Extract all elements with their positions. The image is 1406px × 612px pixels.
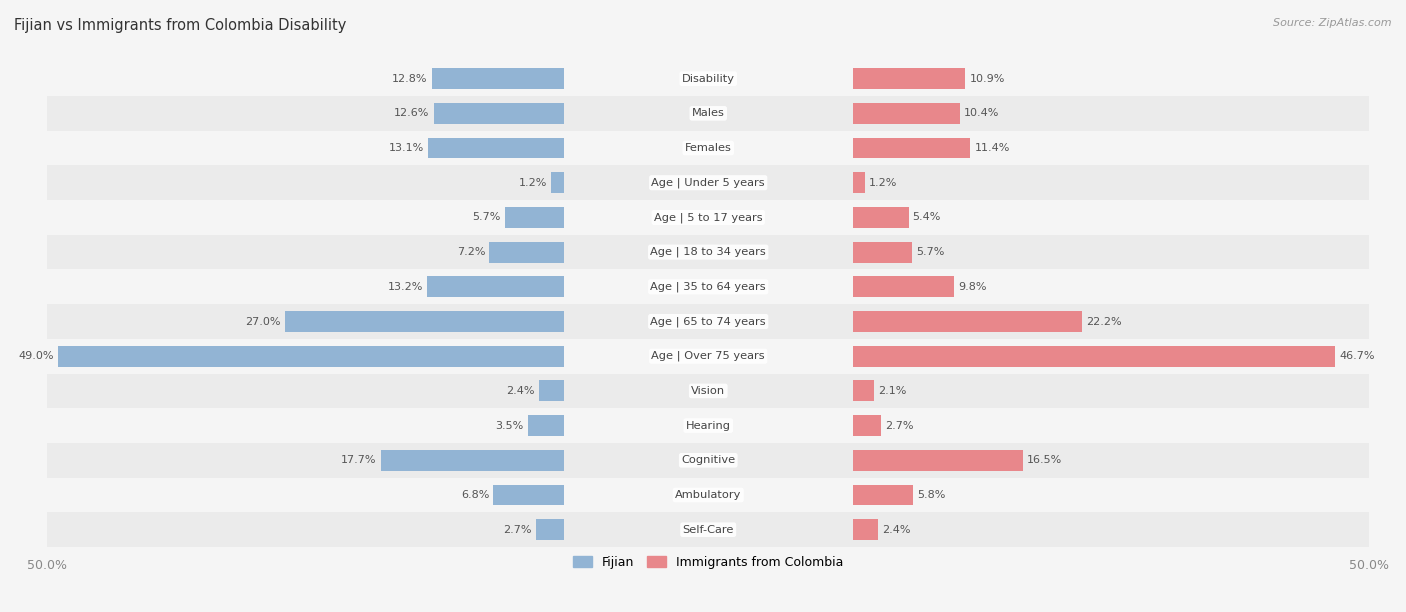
- Text: 1.2%: 1.2%: [519, 177, 547, 188]
- Text: 9.8%: 9.8%: [957, 282, 987, 292]
- Bar: [538, 381, 564, 401]
- Text: Age | 65 to 74 years: Age | 65 to 74 years: [651, 316, 766, 327]
- Bar: [853, 311, 1083, 332]
- Bar: [48, 304, 1369, 339]
- Text: Cognitive: Cognitive: [681, 455, 735, 465]
- Bar: [853, 415, 880, 436]
- Bar: [853, 69, 966, 89]
- Bar: [48, 61, 1369, 96]
- Text: Age | 5 to 17 years: Age | 5 to 17 years: [654, 212, 762, 223]
- Text: 1.2%: 1.2%: [869, 177, 897, 188]
- Text: 2.7%: 2.7%: [884, 420, 914, 431]
- Bar: [494, 485, 564, 506]
- Legend: Fijian, Immigrants from Colombia: Fijian, Immigrants from Colombia: [568, 551, 848, 574]
- Text: 5.7%: 5.7%: [472, 212, 501, 222]
- Text: Self-Care: Self-Care: [682, 524, 734, 535]
- Text: 2.4%: 2.4%: [882, 524, 910, 535]
- Bar: [853, 242, 911, 263]
- Bar: [381, 450, 564, 471]
- Text: Disability: Disability: [682, 73, 735, 84]
- Text: 13.1%: 13.1%: [389, 143, 425, 153]
- Text: 11.4%: 11.4%: [974, 143, 1010, 153]
- Text: 10.4%: 10.4%: [965, 108, 1000, 118]
- Text: 16.5%: 16.5%: [1028, 455, 1063, 465]
- Bar: [48, 477, 1369, 512]
- Bar: [48, 200, 1369, 235]
- Text: Age | Under 5 years: Age | Under 5 years: [651, 177, 765, 188]
- Bar: [48, 408, 1369, 443]
- Bar: [48, 443, 1369, 477]
- Bar: [48, 269, 1369, 304]
- Text: 49.0%: 49.0%: [18, 351, 53, 361]
- Text: 2.4%: 2.4%: [506, 386, 534, 396]
- Bar: [433, 103, 564, 124]
- Text: Source: ZipAtlas.com: Source: ZipAtlas.com: [1274, 18, 1392, 28]
- Text: Age | Over 75 years: Age | Over 75 years: [651, 351, 765, 362]
- Bar: [48, 131, 1369, 165]
- Bar: [48, 512, 1369, 547]
- Text: 12.6%: 12.6%: [394, 108, 429, 118]
- Bar: [853, 450, 1024, 471]
- Bar: [527, 415, 564, 436]
- Bar: [432, 69, 564, 89]
- Bar: [853, 103, 960, 124]
- Bar: [48, 373, 1369, 408]
- Text: Hearing: Hearing: [686, 420, 731, 431]
- Bar: [853, 519, 877, 540]
- Text: 5.8%: 5.8%: [917, 490, 945, 500]
- Text: Females: Females: [685, 143, 731, 153]
- Bar: [853, 485, 912, 506]
- Text: 10.9%: 10.9%: [970, 73, 1005, 84]
- Bar: [853, 173, 865, 193]
- Text: 5.4%: 5.4%: [912, 212, 941, 222]
- Text: Age | 35 to 64 years: Age | 35 to 64 years: [651, 282, 766, 292]
- Text: 13.2%: 13.2%: [388, 282, 423, 292]
- Bar: [429, 138, 564, 159]
- Bar: [536, 519, 564, 540]
- Text: 6.8%: 6.8%: [461, 490, 489, 500]
- Text: 27.0%: 27.0%: [245, 316, 281, 327]
- Bar: [853, 138, 970, 159]
- Bar: [48, 339, 1369, 373]
- Text: 2.7%: 2.7%: [503, 524, 531, 535]
- Text: Males: Males: [692, 108, 724, 118]
- Text: 22.2%: 22.2%: [1087, 316, 1122, 327]
- Bar: [853, 277, 955, 297]
- Bar: [489, 242, 564, 263]
- Bar: [853, 346, 1334, 367]
- Bar: [853, 381, 875, 401]
- Bar: [551, 173, 564, 193]
- Bar: [48, 165, 1369, 200]
- Bar: [427, 277, 564, 297]
- Bar: [58, 346, 564, 367]
- Text: 5.7%: 5.7%: [915, 247, 945, 257]
- Text: Fijian vs Immigrants from Colombia Disability: Fijian vs Immigrants from Colombia Disab…: [14, 18, 346, 34]
- Bar: [48, 235, 1369, 269]
- Text: 12.8%: 12.8%: [392, 73, 427, 84]
- Text: 17.7%: 17.7%: [342, 455, 377, 465]
- Bar: [285, 311, 564, 332]
- Text: Vision: Vision: [692, 386, 725, 396]
- Text: 7.2%: 7.2%: [457, 247, 485, 257]
- Bar: [48, 96, 1369, 131]
- Text: 3.5%: 3.5%: [495, 420, 523, 431]
- Text: 2.1%: 2.1%: [879, 386, 907, 396]
- Text: 46.7%: 46.7%: [1339, 351, 1375, 361]
- Bar: [505, 207, 564, 228]
- Text: Age | 18 to 34 years: Age | 18 to 34 years: [651, 247, 766, 258]
- Bar: [853, 207, 908, 228]
- Text: Ambulatory: Ambulatory: [675, 490, 741, 500]
